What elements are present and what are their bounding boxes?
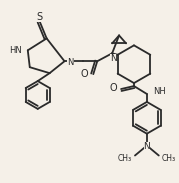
Text: O: O [81, 69, 88, 79]
Text: N: N [67, 58, 74, 67]
Text: HN: HN [9, 46, 22, 55]
Text: N: N [144, 142, 150, 151]
Text: O: O [110, 83, 117, 93]
Text: CH₃: CH₃ [118, 154, 132, 163]
Text: NH: NH [153, 87, 166, 96]
Text: S: S [37, 12, 43, 22]
Text: CH₃: CH₃ [162, 154, 176, 163]
Text: N: N [110, 54, 117, 63]
